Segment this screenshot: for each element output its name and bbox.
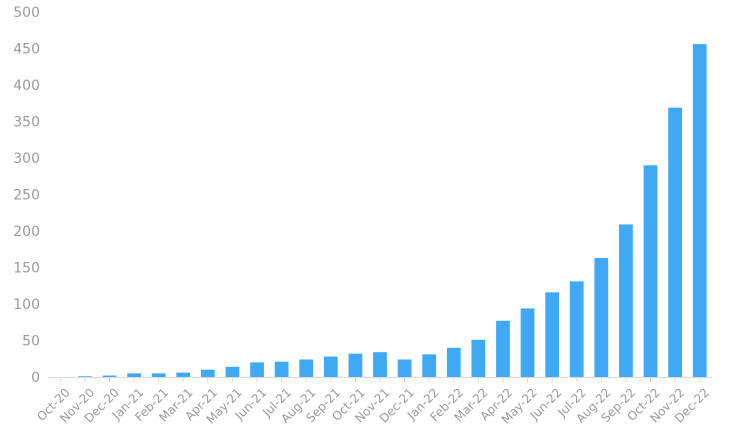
y-tick-label: 300 xyxy=(13,151,40,167)
x-axis: Oct-20Nov-20Dec-20Jan-21Feb-21Mar-21Apr-… xyxy=(34,377,712,427)
y-tick-label: 350 xyxy=(13,115,40,131)
bar-mar-22 xyxy=(471,339,486,377)
bar-aug-22 xyxy=(594,258,609,377)
bar-apr-21 xyxy=(200,369,215,377)
bar-may-21 xyxy=(225,366,240,377)
bar-apr-22 xyxy=(496,320,510,377)
y-tick-label: 150 xyxy=(13,261,40,277)
bar-feb-21 xyxy=(151,373,166,377)
y-tick-label: 100 xyxy=(13,297,40,313)
y-axis: 0 50 100 150 200 250 300 350 400 450 500 xyxy=(13,5,40,386)
bar-dec-21 xyxy=(397,359,412,377)
bar-feb-22 xyxy=(446,347,461,377)
y-tick-label: 0 xyxy=(31,370,40,386)
bar-may-22 xyxy=(520,308,535,377)
bar-aug-21 xyxy=(299,359,314,377)
y-tick-label: 500 xyxy=(13,5,40,21)
bar-sep-21 xyxy=(323,356,338,377)
y-tick-label: 250 xyxy=(13,188,40,204)
bar-oct-21 xyxy=(348,353,363,377)
bar-jul-21 xyxy=(274,361,289,377)
bar-nov-21 xyxy=(373,352,387,377)
bar-mar-21 xyxy=(176,372,191,377)
bar-jul-22 xyxy=(569,281,584,377)
bar-nov-20 xyxy=(78,376,92,377)
bar-jan-21 xyxy=(127,373,141,377)
bar-oct-22 xyxy=(643,165,658,377)
bar-jun-22 xyxy=(545,292,560,377)
bar-dec-22 xyxy=(692,44,707,378)
bar-sep-22 xyxy=(619,224,633,377)
y-tick-label: 450 xyxy=(13,42,40,58)
bar-dec-20 xyxy=(102,375,117,377)
y-tick-label: 200 xyxy=(13,224,40,240)
bar-jun-21 xyxy=(250,362,264,377)
y-tick-label: 400 xyxy=(13,78,40,94)
y-tick-label: 50 xyxy=(22,334,40,350)
bars xyxy=(78,44,707,378)
bar-jan-22 xyxy=(422,354,437,377)
bar-nov-22 xyxy=(668,107,682,377)
